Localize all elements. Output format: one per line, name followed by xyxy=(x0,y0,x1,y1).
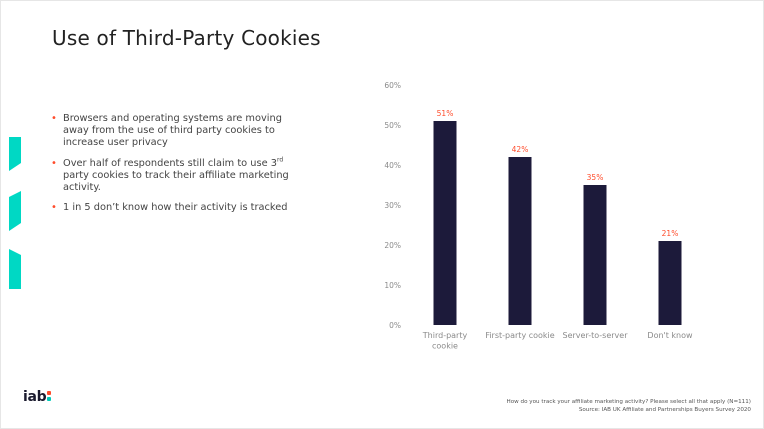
accent-shape-middle xyxy=(1,191,21,231)
bar xyxy=(433,121,457,325)
bullet-item: Browsers and operating systems are movin… xyxy=(51,113,301,150)
x-tick-label: First-party cookie xyxy=(485,331,554,340)
bar xyxy=(508,157,532,325)
bar xyxy=(658,241,682,325)
y-tick-label: 0% xyxy=(389,321,401,330)
source-citation: Source: IAB UK Affiliate and Partnership… xyxy=(578,406,751,413)
x-tick-label: Third-party xyxy=(422,331,468,340)
accent-shape-bottom xyxy=(1,249,21,289)
source-note: How do you track your affiliate marketin… xyxy=(507,399,751,414)
data-label: 51% xyxy=(437,109,454,118)
x-tick-label: Server-to-server xyxy=(563,331,629,340)
data-label: 21% xyxy=(662,229,679,238)
y-tick-label: 20% xyxy=(384,241,401,250)
bar xyxy=(583,185,607,325)
survey-question: How do you track your affiliate marketin… xyxy=(506,399,751,405)
x-tick-label: cookie xyxy=(432,342,458,351)
bullet-list: Browsers and operating systems are movin… xyxy=(51,113,301,222)
bullet-item: Over half of respondents still claim to … xyxy=(51,157,301,195)
y-tick-label: 60% xyxy=(384,81,401,90)
y-tick-label: 10% xyxy=(384,281,401,290)
slide-title: Use of Third-Party Cookies xyxy=(52,26,321,50)
data-label: 35% xyxy=(587,173,604,182)
bullet-item: 1 in 5 don’t know how their activity is … xyxy=(51,202,301,214)
logo-text: iab xyxy=(23,389,47,405)
y-tick-label: 30% xyxy=(384,201,401,210)
logo-colon-icon xyxy=(47,390,52,402)
x-tick-label: Don't know xyxy=(647,331,693,340)
y-tick-label: 40% xyxy=(384,161,401,170)
y-tick-label: 50% xyxy=(384,121,401,130)
accent-shape-top xyxy=(1,137,21,171)
data-label: 42% xyxy=(512,145,529,154)
iab-logo: iab xyxy=(23,389,52,405)
